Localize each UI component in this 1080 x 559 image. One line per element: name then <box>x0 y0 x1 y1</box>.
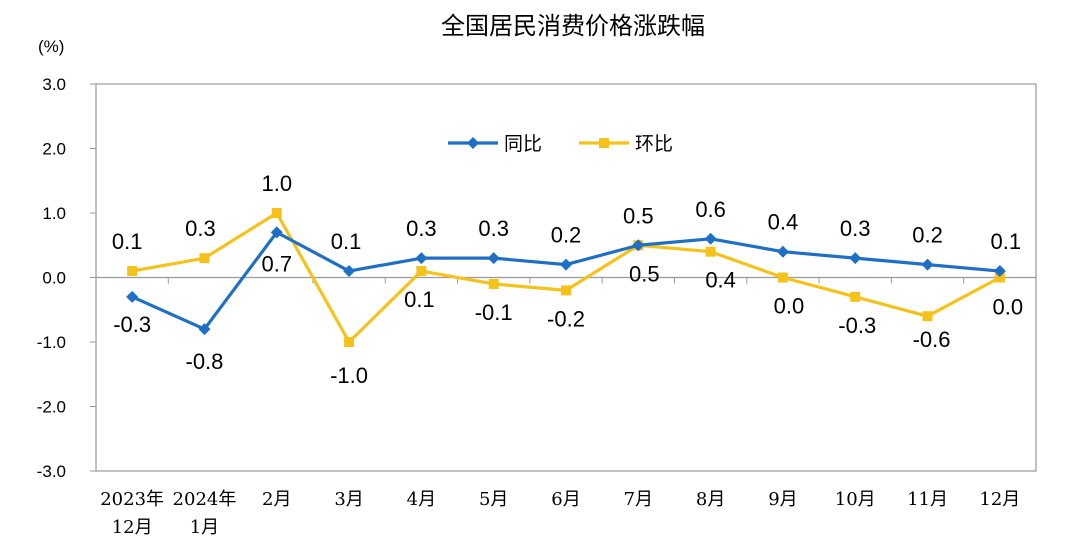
yoy-point <box>415 252 428 265</box>
yoy-point <box>343 265 356 278</box>
x-tick-label: 10月 <box>835 489 876 510</box>
mom-data-label: -0.3 <box>838 313 876 338</box>
legend-marker <box>467 137 479 149</box>
mom-data-label: -0.2 <box>547 306 585 331</box>
mom-data-label: 0.0 <box>993 295 1024 320</box>
yoy-data-label: -0.8 <box>186 349 224 374</box>
yoy-data-label: 0.5 <box>623 203 654 228</box>
yoy-data-label: 0.2 <box>551 223 582 248</box>
x-tick-label: 8月 <box>696 489 725 510</box>
yoy-point <box>776 245 789 258</box>
yoy-data-label: 0.4 <box>768 210 799 235</box>
data-labels: -0.3 -0.8 0.7 0.1 0.3 0.3 0.2 0.5 0.6 0.4 0.3 0.2 0.… <box>112 171 1023 388</box>
y-unit-label: (%) <box>38 37 64 56</box>
yoy-data-label: -0.3 <box>113 312 151 337</box>
mom-data-label: 0.4 <box>705 268 736 293</box>
yoy-data-label: 0.1 <box>991 229 1022 254</box>
yoy-point <box>487 252 500 265</box>
y-tick-label: 1.0 <box>42 204 66 223</box>
mom-data-label: -0.1 <box>475 300 513 325</box>
yoy-point <box>270 226 283 239</box>
yoy-data-label: 0.3 <box>478 216 509 241</box>
mom-data-label: 1.0 <box>261 171 292 196</box>
mom-point <box>127 266 138 277</box>
y-tick-label: -1.0 <box>37 333 66 352</box>
yoy-point <box>993 265 1006 278</box>
x-tick-label: 2023年 <box>100 489 164 510</box>
yoy-point <box>704 232 717 245</box>
yoy-point <box>921 258 934 271</box>
chart-title: 全国居民消费价格涨跌幅 <box>441 12 705 40</box>
mom-data-label: 0.0 <box>774 294 805 319</box>
x-tick-label: 2024年 <box>173 489 237 510</box>
yoy-point <box>560 258 572 271</box>
y-axis: 3.0 2.0 1.0 0.0 -1.0 -2.0 -3.0 <box>37 75 96 481</box>
x-tick-label: 11月 <box>907 489 948 510</box>
y-tick-label: -2.0 <box>37 398 66 417</box>
yoy-point <box>198 323 211 336</box>
x-tick-label: 12月 <box>112 517 153 538</box>
legend-marker <box>599 138 609 148</box>
yoy-point <box>126 290 139 303</box>
yoy-point <box>632 239 645 252</box>
mom-data-label: 0.1 <box>112 229 143 254</box>
mom-point <box>271 208 282 218</box>
mom-point <box>922 311 933 322</box>
yoy-data-label: 0.7 <box>261 251 292 276</box>
mom-point <box>705 246 716 257</box>
mom-data-label: 0.1 <box>404 287 435 312</box>
x-tick-label: 2月 <box>262 489 291 510</box>
mom-point <box>561 285 571 296</box>
x-tick-label: 6月 <box>551 489 580 510</box>
mom-point <box>488 278 499 289</box>
yoy-point <box>849 252 862 265</box>
mom-data-label: -1.0 <box>330 363 368 388</box>
x-tick-label: 5月 <box>479 489 508 510</box>
mom-point <box>850 291 861 302</box>
yoy-data-label: 0.6 <box>695 197 726 222</box>
x-tick-label: 4月 <box>407 489 436 510</box>
mom-point <box>777 272 788 283</box>
mom-point <box>199 253 210 264</box>
x-tick-label: 7月 <box>624 489 653 510</box>
y-tick-label: 2.0 <box>42 140 66 159</box>
yoy-data-label: 0.1 <box>331 229 362 254</box>
x-tick-label: 12月 <box>979 489 1020 510</box>
x-tick-label: 1月 <box>190 517 219 538</box>
y-tick-label: 0.0 <box>42 269 66 288</box>
x-axis: 2023年 12月 2024年 1月 2月 3月 4月 5月 6月 7月 8月 9月 10月 11月 12月 <box>100 277 1020 538</box>
yoy-data-label: 0.3 <box>406 216 437 241</box>
x-tick-label: 3月 <box>334 489 363 510</box>
mom-point <box>994 272 1005 283</box>
mom-data-label: 0.3 <box>185 216 216 241</box>
series-lines <box>126 208 1006 347</box>
x-tick-label: 9月 <box>768 489 797 510</box>
legend-label-yoy: 同比 <box>504 133 542 155</box>
yoy-data-label: 0.2 <box>912 223 943 248</box>
mom-data-label: 0.5 <box>629 261 660 286</box>
y-tick-label: -3.0 <box>37 462 66 481</box>
mom-data-label: -0.6 <box>913 327 951 352</box>
yoy-data-label: 0.3 <box>840 216 871 241</box>
legend: 同比 环比 <box>448 133 673 155</box>
mom-point <box>344 337 355 347</box>
legend-label-mom: 环比 <box>635 133 673 155</box>
mom-point <box>416 266 427 277</box>
y-tick-label: 3.0 <box>42 75 66 94</box>
